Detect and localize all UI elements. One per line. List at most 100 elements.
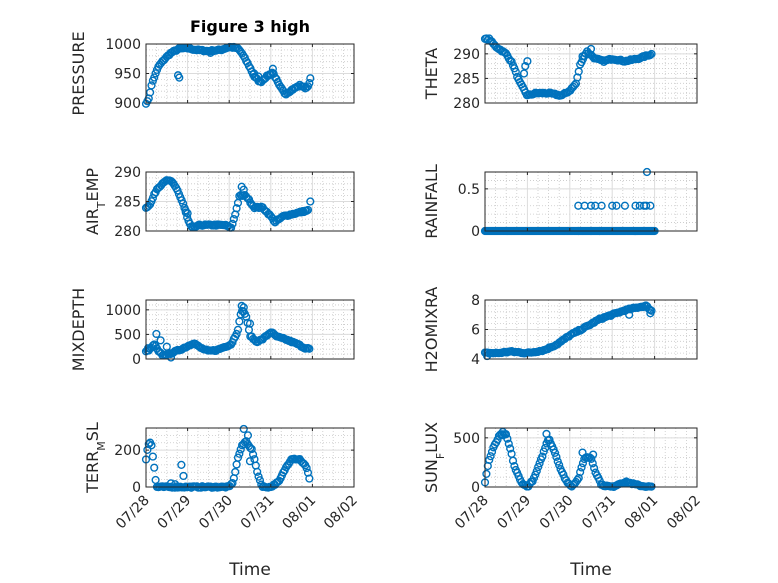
data-point (578, 52, 587, 61)
data-point (506, 444, 515, 453)
data-point (179, 471, 188, 481)
y-tick-label: 200 (114, 443, 141, 459)
y-axis-label: H2OMIXRA (422, 287, 441, 373)
y-tick-label: 0.5 (458, 182, 480, 198)
data-point (233, 325, 243, 334)
data-point (162, 342, 171, 351)
data-point (175, 73, 184, 82)
panel-h2omixra: 4 6 8 H2OMIXRA (422, 287, 698, 373)
y-tick-label: 4 (471, 352, 480, 368)
y-axis-label: AIRTEMP (83, 168, 108, 235)
panel-theta: 280 285 290 THETA (422, 34, 698, 112)
data-point (166, 353, 176, 362)
data-point (519, 69, 529, 78)
data-point (625, 310, 634, 319)
y-tick-label: 290 (114, 165, 141, 181)
data-point (532, 467, 541, 476)
data-point (545, 435, 554, 444)
data-point (647, 49, 656, 59)
data-point (485, 455, 494, 465)
x-tick-label: 07/28 (113, 493, 153, 533)
panel-rainfall: 0 0.5 RAINFALL (422, 164, 698, 240)
data-point (612, 201, 621, 210)
y-tick-label: 500 (453, 431, 480, 447)
panel-pressure: 900 950 1000 PRESSURE Figure 3 high (69, 17, 355, 116)
x-tick-label: 08/01 (622, 493, 662, 533)
y-tick-label: 950 (114, 67, 141, 83)
data-point (245, 457, 255, 466)
data-point (143, 344, 153, 353)
data-point (631, 201, 640, 210)
data-point (535, 459, 544, 468)
data-point (245, 319, 255, 328)
data-point (521, 62, 530, 71)
data-point (507, 57, 516, 66)
y-tick-label: 8 (471, 293, 480, 309)
x-tick-label: 08/02 (321, 493, 361, 533)
y-axis-label: MIXDEPTH (69, 288, 88, 371)
x-tick-label: 07/31 (238, 493, 278, 533)
data-point (587, 454, 596, 463)
data-point (235, 449, 244, 458)
data-point (305, 344, 314, 353)
data-point (152, 329, 161, 339)
x-tick-label: 07/30 (537, 493, 577, 533)
data-point (646, 309, 655, 318)
data-point (233, 453, 243, 462)
data-point (239, 303, 248, 312)
data-point (511, 67, 520, 76)
data-point (148, 452, 157, 461)
data-point (608, 201, 617, 210)
x-tick-label: 08/01 (279, 493, 319, 533)
panel-mixdepth: 0 500 1000 MIXDEPTH (69, 288, 355, 371)
y-axis-label: PRESSURE (69, 31, 88, 115)
data-point (586, 44, 596, 54)
y-tick-label: 285 (453, 71, 480, 87)
data-point (178, 199, 188, 208)
y-tick-label: 0 (132, 352, 141, 368)
y-tick-label: 1000 (105, 37, 141, 53)
data-point (538, 452, 547, 461)
data-point (552, 452, 561, 461)
data-point (503, 434, 512, 443)
data-point (504, 439, 513, 448)
axes-frame (145, 427, 355, 488)
axes-frame (145, 299, 355, 360)
y-tick-label: 280 (453, 96, 480, 112)
data-point (268, 64, 277, 73)
data-point (586, 201, 596, 210)
data-point (305, 78, 314, 88)
data-point (247, 444, 256, 454)
data-point (510, 462, 519, 471)
y-tick-label: 280 (114, 224, 141, 240)
data-point (150, 463, 159, 472)
y-axis-label: THETA (422, 48, 441, 100)
data-point (239, 185, 248, 194)
data-point (232, 460, 241, 469)
data-point (487, 447, 497, 456)
data-point (303, 205, 313, 215)
data-point (147, 81, 156, 90)
data-point (229, 214, 238, 224)
data-point (646, 50, 655, 60)
data-point (306, 197, 315, 206)
y-tick-label: 6 (471, 323, 480, 339)
x-tick-label: 07/29 (155, 493, 195, 533)
data-point (498, 427, 507, 437)
data-point (302, 463, 311, 473)
data-point (173, 186, 182, 195)
data-point (150, 73, 159, 82)
x-axis-label: Time (569, 560, 612, 580)
data-point (306, 74, 315, 83)
data-point (254, 72, 263, 81)
data-point (237, 301, 246, 311)
chart-title: Figure 3 high (190, 17, 310, 36)
y-tick-label: 1000 (105, 303, 141, 319)
data-point (183, 209, 192, 218)
data-point (642, 201, 651, 210)
x-tick-label: 07/30 (196, 493, 236, 533)
data-point (588, 459, 597, 468)
